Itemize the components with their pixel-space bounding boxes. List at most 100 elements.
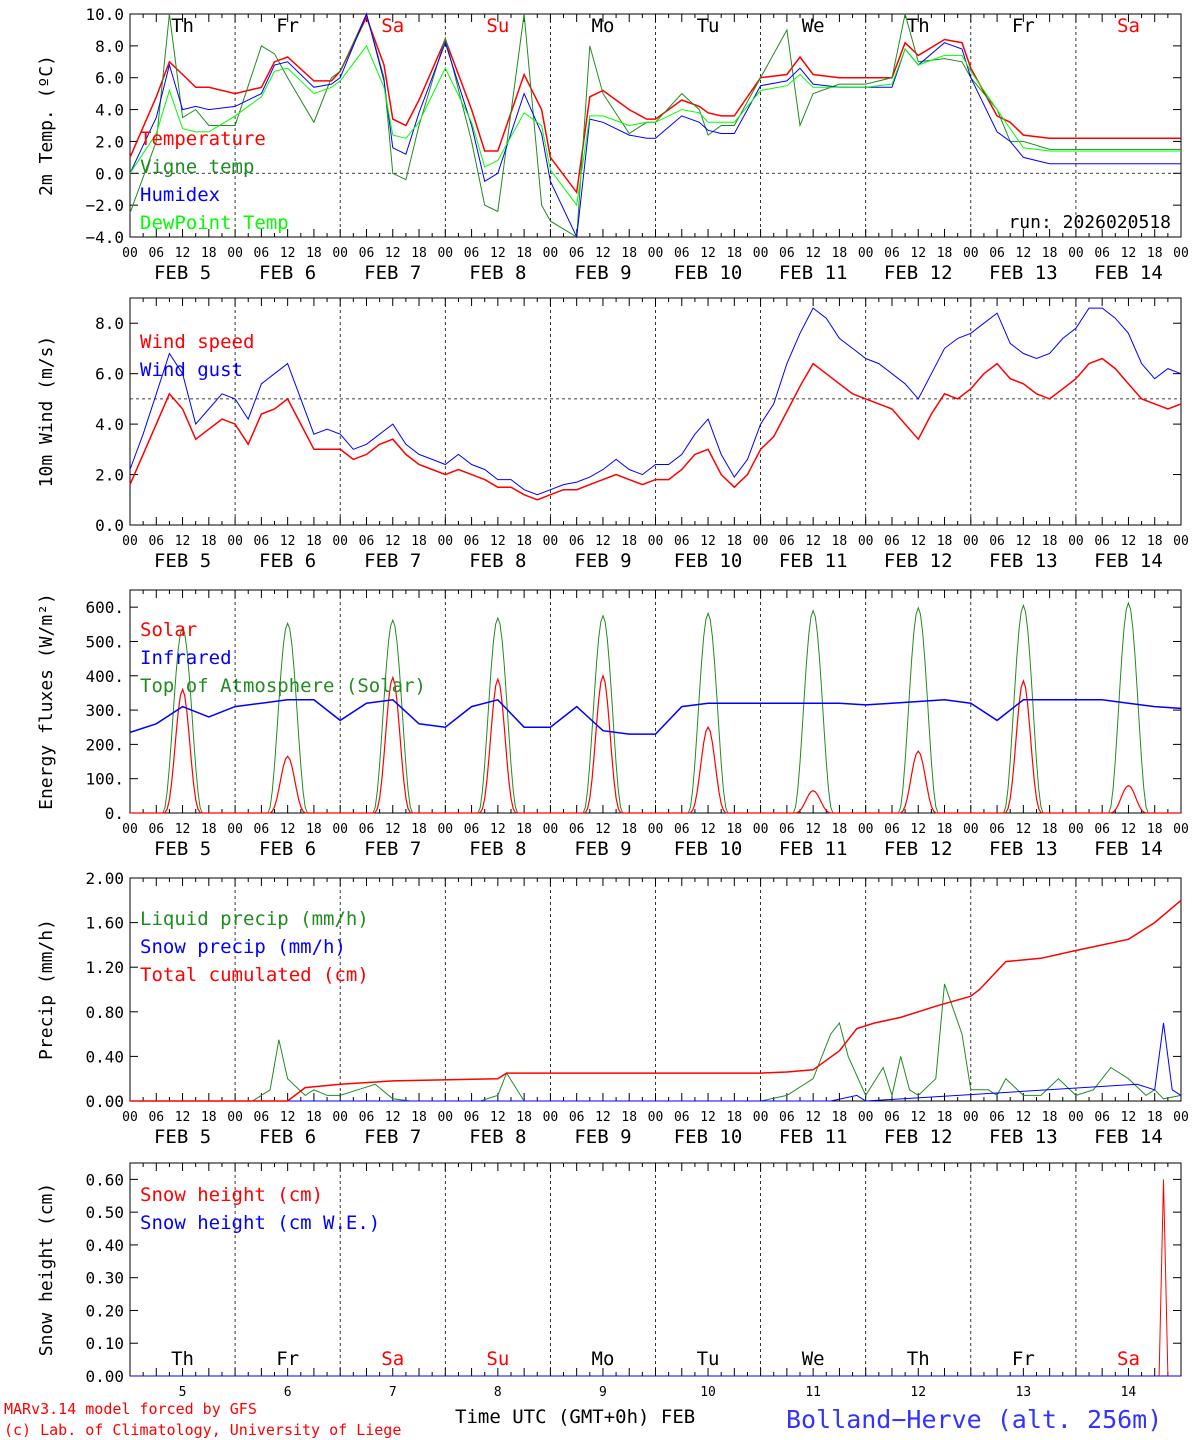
x-hour-label: 12 <box>175 246 191 261</box>
x-hour-label: 18 <box>726 534 742 549</box>
x-date-label: FEB 14 <box>1094 262 1163 284</box>
y-tick-label: 4.0 <box>95 415 124 434</box>
y-tick-label: 0.10 <box>85 1334 124 1353</box>
x-hour-label: 00 <box>437 822 453 837</box>
weekday-label: We <box>802 15 825 37</box>
plot-frame <box>129 13 1182 238</box>
x-hour-label: 06 <box>1094 246 1110 261</box>
legend-entry: DewPoint Temp <box>140 212 289 234</box>
x-hour-label: 12 <box>385 822 401 837</box>
x-hour-label: 06 <box>989 246 1005 261</box>
x-hour-label: 06 <box>359 1110 375 1125</box>
x-hour-label: 06 <box>254 1110 270 1125</box>
x-hour-label: 18 <box>726 246 742 261</box>
x-date-label: FEB 7 <box>364 1126 421 1148</box>
x-hour-label: 18 <box>201 822 217 837</box>
legend-entry: Top of Atmosphere (Solar) <box>140 675 426 697</box>
x-hour-label: 18 <box>1042 1110 1058 1125</box>
weekday-label: Sa <box>1117 15 1140 37</box>
x-date-label: FEB 5 <box>154 262 211 284</box>
x-hour-label: 12 <box>910 822 926 837</box>
x-day-number: 10 <box>700 1385 716 1400</box>
y-tick-label: 500. <box>85 632 124 651</box>
x-hour-label: 06 <box>254 534 270 549</box>
y-tick-label: 0.40 <box>85 1236 124 1255</box>
x-hour-label: 18 <box>937 246 953 261</box>
x-hour-label: 06 <box>569 822 585 837</box>
x-hour-label: 06 <box>989 1110 1005 1125</box>
x-date-label: FEB 10 <box>674 1126 743 1148</box>
x-hour-label: 06 <box>674 534 690 549</box>
x-hour-label: 00 <box>1068 1110 1084 1125</box>
weekday-label: Th <box>907 15 930 37</box>
x-hour-label: 00 <box>963 246 979 261</box>
x-hour-label: 18 <box>1042 534 1058 549</box>
x-axis-title: Time UTC (GMT+0h) FEB <box>455 1406 695 1428</box>
y-tick-label: 600. <box>85 598 124 617</box>
x-hour-label: 18 <box>1147 246 1163 261</box>
weekday-label: Tu <box>697 15 720 37</box>
x-hour-label: 12 <box>700 534 716 549</box>
y-tick-label: 0.0 <box>95 516 124 535</box>
x-hour-label: 18 <box>621 246 637 261</box>
y-axis-label: 10m Wind (m/s) <box>36 336 57 488</box>
y-tick-label: 400. <box>85 667 124 686</box>
x-hour-label: 12 <box>1121 1110 1137 1125</box>
x-date-label: FEB 10 <box>674 262 743 284</box>
y-tick-label: 0.0 <box>95 164 124 183</box>
x-hour-label: 12 <box>910 534 926 549</box>
x-hour-label: 00 <box>332 822 348 837</box>
x-hour-label: 06 <box>254 822 270 837</box>
x-hour-label: 18 <box>516 246 532 261</box>
x-hour-label: 00 <box>648 534 664 549</box>
x-hour-label: 18 <box>621 822 637 837</box>
x-day-number: 11 <box>805 1385 821 1400</box>
x-date-label: FEB 8 <box>469 550 526 572</box>
x-hour-label: 18 <box>306 1110 322 1125</box>
x-date-label: FEB 5 <box>154 838 211 860</box>
weekday-label: Fr <box>1012 15 1035 37</box>
x-hour-label: 18 <box>411 534 427 549</box>
x-hour-label: 12 <box>1121 534 1137 549</box>
y-tick-label: 2.00 <box>85 869 124 888</box>
x-hour-label: 00 <box>963 1110 979 1125</box>
y-tick-label: 200. <box>85 735 124 754</box>
weekday-label: Sa <box>1117 1348 1140 1370</box>
series-line-total-cumulated-cm <box>130 899 1182 1102</box>
x-date-label: FEB 5 <box>154 550 211 572</box>
x-hour-label: 06 <box>674 822 690 837</box>
x-hour-label: 18 <box>832 822 848 837</box>
weekday-label: Mo <box>592 15 615 37</box>
legend-entry: Solar <box>140 619 197 641</box>
x-hour-label: 18 <box>306 822 322 837</box>
x-hour-label: 18 <box>201 246 217 261</box>
y-tick-label: 300. <box>85 701 124 720</box>
x-hour-label: 12 <box>910 246 926 261</box>
weekday-label: Fr <box>1012 1348 1035 1370</box>
legend-entry: Vigne temp <box>140 156 254 178</box>
x-hour-label: 00 <box>963 822 979 837</box>
series-line-liquid-precip-mm-h <box>130 983 1182 1102</box>
x-date-label: FEB 11 <box>779 550 848 572</box>
footer-model-line: MARv3.14 model forced by GFS <box>4 1400 257 1418</box>
x-hour-label: 12 <box>700 1110 716 1125</box>
y-tick-label: 0.60 <box>85 1170 124 1189</box>
x-date-label: FEB 14 <box>1094 1126 1163 1148</box>
x-day-number: 6 <box>284 1385 292 1400</box>
x-hour-label: 00 <box>1173 822 1189 837</box>
x-hour-label: 00 <box>1068 534 1084 549</box>
y-tick-label: 0.00 <box>85 1092 124 1111</box>
x-hour-label: 00 <box>753 822 769 837</box>
x-hour-label: 12 <box>385 246 401 261</box>
x-date-label: FEB 7 <box>364 550 421 572</box>
run-label: run: 2026020518 <box>1008 212 1171 233</box>
x-hour-label: 18 <box>516 1110 532 1125</box>
x-hour-label: 18 <box>832 1110 848 1125</box>
x-hour-label: 06 <box>989 822 1005 837</box>
weekday-label: Su <box>486 1348 509 1370</box>
x-hour-label: 18 <box>411 822 427 837</box>
x-hour-label: 18 <box>621 534 637 549</box>
x-hour-label: 00 <box>227 822 243 837</box>
x-date-label: FEB 13 <box>989 262 1058 284</box>
